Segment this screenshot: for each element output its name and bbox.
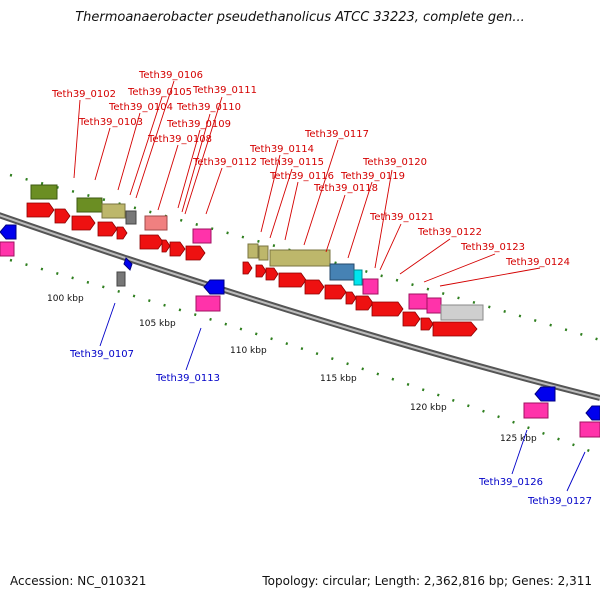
- gene-box[interactable]: [195, 295, 221, 312]
- forward-features: [26, 184, 484, 337]
- gene-arrow[interactable]: [0, 224, 17, 240]
- gene-arrow[interactable]: [304, 279, 325, 295]
- gene-arrow[interactable]: [123, 257, 133, 271]
- gene-label[interactable]: Teth39_0117: [304, 129, 369, 140]
- gene-label[interactable]: Teth39_0109: [166, 119, 231, 130]
- reverse-gene-labels: [99, 302, 586, 492]
- gene-label[interactable]: Teth39_0116: [269, 171, 334, 182]
- gene-box[interactable]: [101, 203, 126, 219]
- gene-arrow[interactable]: [97, 221, 118, 237]
- gene-label[interactable]: Teth39_0103: [78, 117, 143, 128]
- gene-label[interactable]: Teth39_0121: [369, 212, 434, 223]
- gene-arrow[interactable]: [278, 272, 307, 288]
- gene-arrow[interactable]: [432, 321, 478, 337]
- gene-box[interactable]: [125, 210, 137, 225]
- gene-label[interactable]: Teth39_0102: [51, 89, 116, 100]
- scale-tick-label: 120 kbp: [410, 403, 447, 413]
- gene-arrow[interactable]: [26, 202, 55, 218]
- gene-box[interactable]: [408, 293, 428, 310]
- scale-tick-label: 105 kbp: [139, 319, 176, 329]
- gene-label[interactable]: Teth39_0119: [340, 171, 405, 182]
- gene-label[interactable]: Teth39_0120: [362, 157, 427, 168]
- gene-arrow[interactable]: [371, 301, 404, 317]
- gene-box[interactable]: [353, 269, 363, 286]
- gene-label[interactable]: Teth39_0106: [138, 70, 203, 81]
- gene-label[interactable]: Teth39_0126: [478, 477, 543, 488]
- gene-arrow[interactable]: [169, 241, 186, 257]
- gene-label[interactable]: Teth39_0127: [527, 496, 592, 507]
- gene-box[interactable]: [426, 297, 442, 314]
- gene-label[interactable]: Teth39_0122: [417, 227, 482, 238]
- scale-tick-label: 110 kbp: [230, 346, 267, 356]
- gene-box[interactable]: [192, 228, 212, 244]
- scale-tick-label: 125 kbp: [500, 434, 537, 444]
- forward-gene-label-texts: Teth39_0102 Teth39_0103 Teth39_0104 Teth…: [51, 70, 570, 268]
- gene-arrow[interactable]: [255, 264, 267, 278]
- gene-arrow[interactable]: [324, 284, 347, 300]
- gene-label[interactable]: Teth39_0110: [176, 102, 241, 113]
- gene-arrow[interactable]: [420, 317, 434, 331]
- gene-box[interactable]: [258, 245, 269, 261]
- gene-box[interactable]: [76, 197, 103, 213]
- accession-text: Accession: NC_010321: [10, 574, 147, 588]
- gene-arrow[interactable]: [71, 215, 96, 231]
- gene-label[interactable]: Teth39_0124: [505, 257, 570, 268]
- gene-box[interactable]: [362, 278, 379, 295]
- gene-arrow[interactable]: [242, 261, 253, 275]
- gene-box[interactable]: [116, 271, 126, 287]
- gene-box[interactable]: [0, 241, 15, 257]
- gene-box[interactable]: [329, 263, 355, 281]
- gene-arrow[interactable]: [161, 239, 171, 253]
- gene-label[interactable]: Teth39_0123: [460, 242, 525, 253]
- gene-label[interactable]: Teth39_0115: [259, 157, 324, 168]
- gene-box[interactable]: [579, 421, 600, 438]
- forward-gene-labels: [73, 80, 541, 287]
- gene-label[interactable]: Teth39_0107: [69, 349, 134, 360]
- gene-box[interactable]: [269, 249, 331, 267]
- gene-box[interactable]: [144, 215, 168, 231]
- gene-label[interactable]: Teth39_0108: [147, 134, 212, 145]
- gene-label[interactable]: Teth39_0118: [313, 183, 378, 194]
- topology-text: Topology: circular; Length: 2,362,816 bp…: [262, 574, 592, 588]
- gene-arrow[interactable]: [355, 295, 374, 311]
- inner-track-dots: [9, 258, 600, 457]
- gene-arrow[interactable]: [139, 234, 164, 250]
- gene-box[interactable]: [440, 304, 484, 321]
- scale-tick-label: 115 kbp: [320, 374, 357, 384]
- gene-arrow[interactable]: [585, 405, 600, 421]
- gene-arrow[interactable]: [54, 208, 71, 224]
- gene-label[interactable]: Teth39_0111: [192, 85, 257, 96]
- gene-arrow[interactable]: [265, 267, 279, 281]
- gene-label[interactable]: Teth39_0112: [192, 157, 257, 168]
- gene-arrow[interactable]: [203, 279, 225, 295]
- gene-label[interactable]: Teth39_0104: [108, 102, 173, 113]
- scale-ticks: 100 kbp 105 kbp 110 kbp 115 kbp 120 kbp …: [47, 294, 537, 444]
- gene-arrow[interactable]: [345, 291, 357, 305]
- scale-tick-label: 100 kbp: [47, 294, 84, 304]
- gene-arrow[interactable]: [402, 311, 421, 327]
- gene-label[interactable]: Teth39_0105: [127, 87, 192, 98]
- gene-arrow[interactable]: [534, 386, 556, 402]
- gene-box[interactable]: [247, 243, 259, 259]
- reverse-features: [0, 224, 600, 438]
- reverse-gene-label-texts: Teth39_0107 Teth39_0113 Teth39_0126 Teth…: [69, 349, 592, 507]
- gene-label[interactable]: Teth39_0114: [249, 144, 314, 155]
- gene-label[interactable]: Teth39_0113: [155, 373, 220, 384]
- gene-arrow[interactable]: [185, 245, 206, 261]
- gene-arrow[interactable]: [116, 226, 128, 240]
- gene-box[interactable]: [30, 184, 58, 200]
- map-title: Thermoanaerobacter pseudethanolicus ATCC…: [75, 10, 525, 25]
- genome-backbone: [0, 212, 600, 401]
- gene-box[interactable]: [523, 402, 549, 419]
